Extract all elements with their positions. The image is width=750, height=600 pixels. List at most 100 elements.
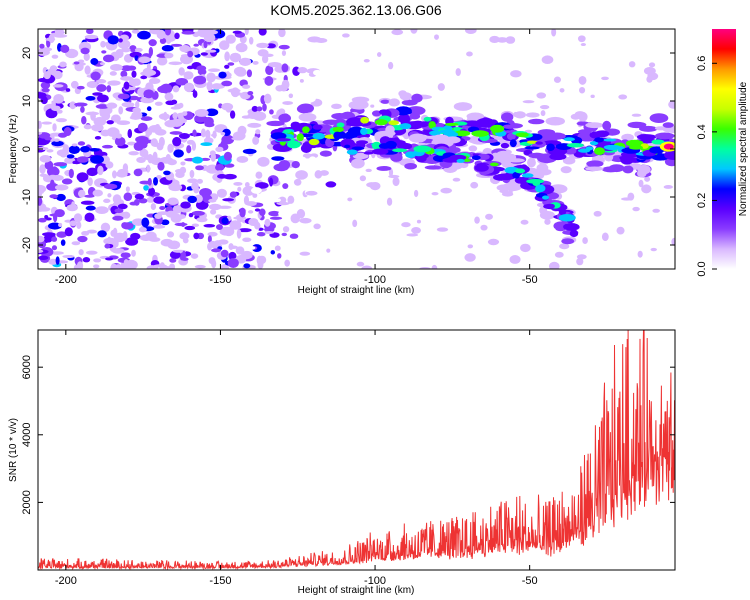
spectrogram-cell — [137, 30, 151, 40]
spectrogram-cell — [631, 113, 642, 117]
snr-y-ticks: 2000 4000 6000 — [21, 355, 675, 515]
spectrogram-cell — [38, 120, 42, 129]
spectrogram-cell — [191, 210, 205, 216]
spectrogram-cell — [172, 112, 178, 120]
spectrogram-cell — [641, 184, 652, 194]
spectrogram-cell — [621, 133, 634, 142]
spectrogram-cell — [135, 136, 149, 144]
spectrogram-cell — [51, 54, 59, 59]
spectrogram-cell — [590, 94, 595, 99]
spectrogram-cell — [545, 116, 566, 126]
spectrogram-cell — [203, 137, 214, 144]
spectrogram-cell — [66, 154, 75, 159]
spectrogram-cell — [165, 100, 176, 106]
spectrogram-cell — [187, 50, 194, 58]
spectrogram-cell — [228, 243, 234, 251]
spectrogram-cell — [331, 103, 342, 109]
spectrogram-cell — [106, 127, 120, 138]
spectrogram-cell — [512, 171, 521, 179]
spectrogram-x-tick-label: -50 — [522, 274, 538, 286]
spectrogram-cell — [252, 111, 267, 121]
spectrogram-cell — [97, 94, 109, 103]
spectrogram-cell — [127, 128, 133, 139]
spectrogram-cell — [86, 229, 98, 234]
spectrogram-cell — [540, 110, 546, 117]
spectrogram-cell — [290, 213, 301, 224]
spectrogram-cell — [650, 247, 657, 252]
spectrogram-cell — [167, 240, 179, 250]
spectrogram-cell — [350, 158, 365, 169]
spectrogram-cell — [271, 156, 285, 161]
spectrogram-cell — [112, 227, 118, 237]
spectrogram-cell — [153, 264, 167, 268]
spectrogram-cell — [589, 141, 599, 146]
spectrogram-cell — [97, 230, 107, 238]
spectrogram-cell — [85, 205, 96, 211]
spectrogram-cell — [347, 197, 353, 202]
spectrogram-cell — [505, 36, 516, 44]
spectrogram-cell — [585, 146, 594, 151]
spectrogram-cell — [470, 181, 479, 189]
spectrogram-cell — [349, 99, 369, 110]
spectrogram-cell — [404, 162, 417, 170]
spectrogram-cell — [136, 156, 146, 163]
spectrogram-cell — [551, 64, 559, 72]
spectrogram-cell — [252, 136, 260, 145]
spectrogram-cell — [43, 71, 51, 80]
spectrogram-cell — [81, 116, 87, 125]
spectrogram-cell — [105, 257, 114, 261]
spectrogram-cell — [187, 195, 197, 204]
spectrogram-cell — [282, 226, 290, 233]
spectrogram-cell — [48, 34, 55, 44]
spectrogram-cell — [157, 161, 165, 171]
colorbar-ticks: 0.0 0.2 0.4 0.6 — [696, 56, 717, 277]
spectrogram-cell — [570, 113, 581, 120]
spectrogram-cell — [78, 189, 86, 198]
spectrogram-cell — [474, 216, 480, 224]
spectrogram-cell — [229, 52, 242, 63]
spectrogram-cell — [251, 105, 259, 112]
spectrogram-cell — [71, 143, 78, 147]
spectrogram-cell — [243, 263, 251, 269]
spectrogram-cell — [352, 219, 358, 228]
spectrogram-cell — [388, 98, 400, 107]
spectrogram-cell — [319, 150, 332, 157]
spectrogram-cell — [229, 110, 236, 119]
spectrogram-cell — [191, 156, 203, 164]
spectrogram-cell — [167, 159, 177, 166]
spectrogram-cell — [242, 84, 251, 89]
spectrogram-cell — [313, 223, 321, 230]
spectrogram-cell — [85, 111, 100, 116]
spectrogram-cell — [156, 29, 166, 40]
spectrogram-cell — [76, 221, 82, 230]
spectrogram-cell — [360, 127, 368, 136]
spectrogram-cell — [638, 179, 644, 188]
spectrogram-cell — [40, 81, 51, 89]
spectrogram-cell — [279, 84, 288, 92]
spectrogram-cell — [526, 178, 545, 184]
spectrogram-cell — [471, 130, 489, 137]
spectrogram-cell — [376, 166, 392, 171]
spectrogram-cell — [84, 212, 95, 222]
spectrogram-cell — [576, 257, 584, 266]
spectrogram-cell — [73, 61, 80, 65]
spectrogram-cell — [110, 114, 121, 123]
spectrogram-cell — [38, 92, 47, 99]
spectrogram-cell — [496, 37, 508, 43]
spectrogram-cell — [38, 196, 43, 206]
spectrogram-cell — [168, 183, 183, 192]
spectrogram-cell — [39, 43, 45, 49]
spectrogram-cell — [466, 112, 485, 121]
spectrogram-cell — [371, 148, 389, 155]
spectrogram-cell — [583, 156, 591, 161]
spectrogram-cell — [254, 221, 261, 230]
spectrogram-cell — [38, 190, 43, 199]
spectrogram-cell — [440, 187, 453, 194]
spectrogram-cell — [121, 211, 131, 219]
spectrogram-cell — [86, 80, 99, 89]
spectrogram-cell — [524, 146, 540, 150]
spectrogram-cell — [154, 101, 163, 106]
spectrogram-cell — [92, 92, 103, 96]
spectrogram-cell — [179, 232, 190, 240]
spectrogram-cell — [208, 257, 216, 265]
